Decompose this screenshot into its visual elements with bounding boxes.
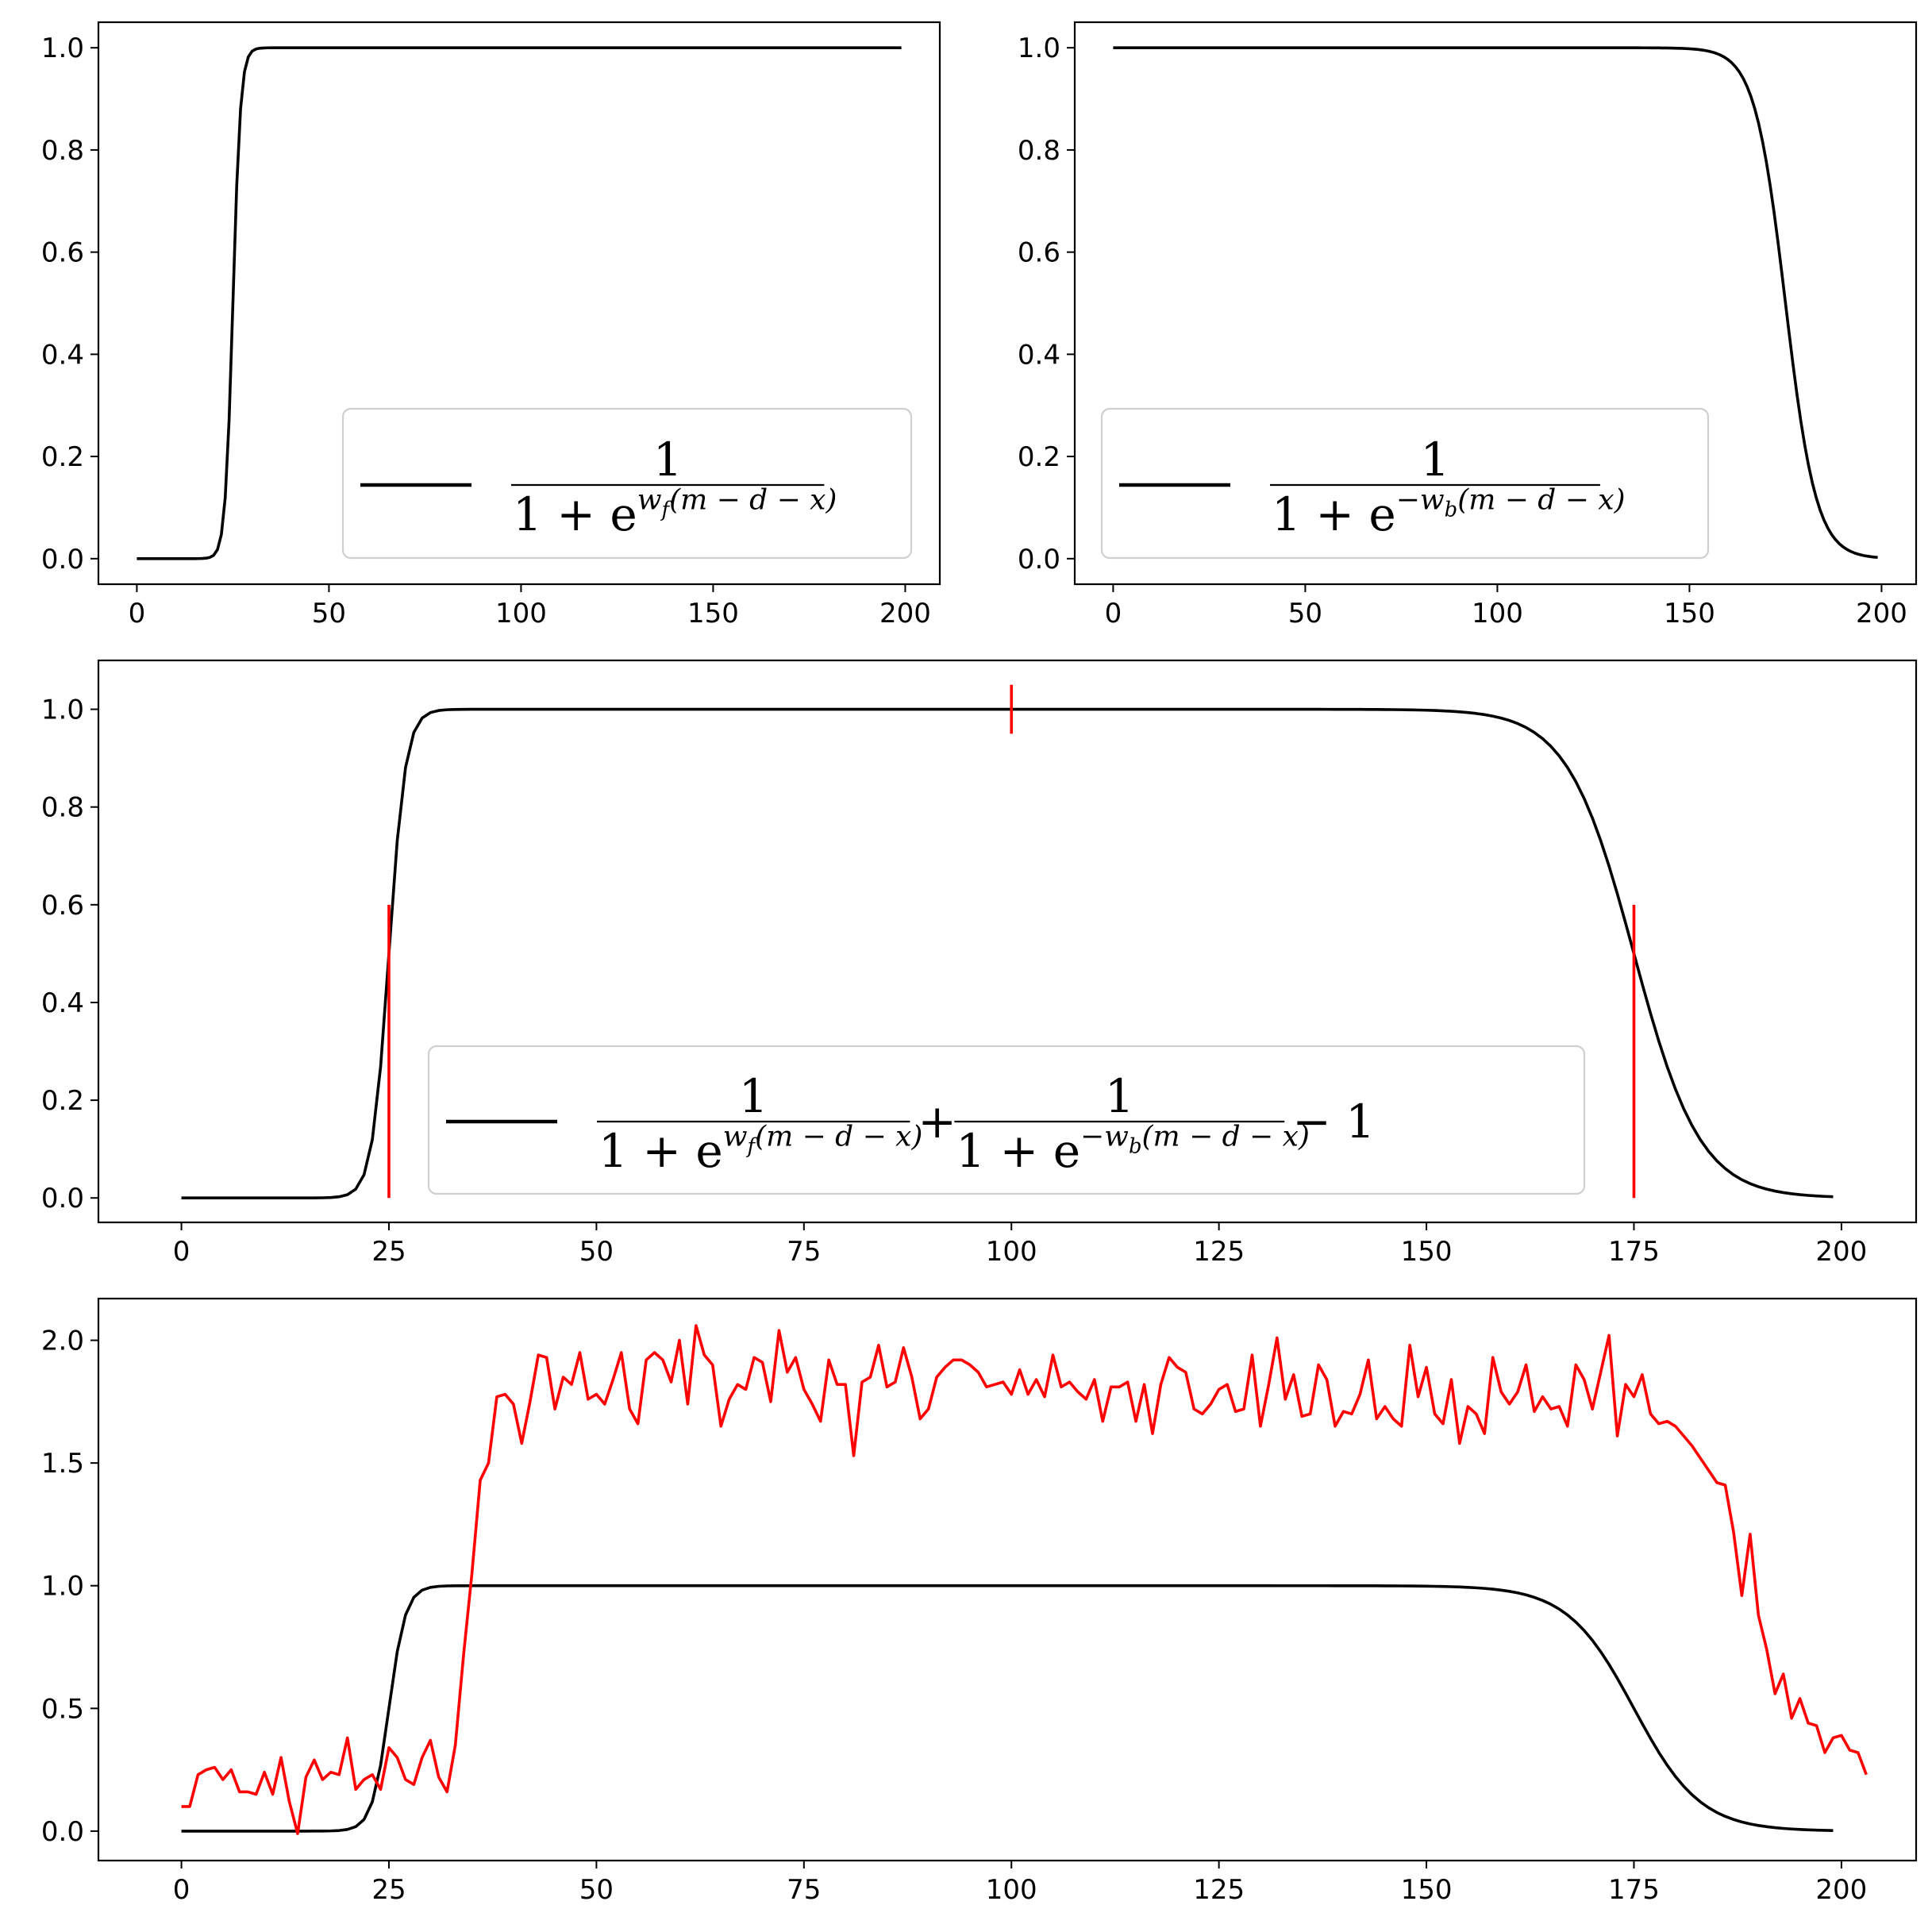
x-tick-label: 50 — [579, 1236, 614, 1268]
chart-middle: 0 25 50 75 100 125 150 175 200 0.0 0.2 0.4 0.6 0.8 1.0… — [41, 659, 1918, 1268]
y-tick-label: 0.6 — [41, 890, 84, 922]
y-tick-label: 1.0 — [41, 695, 84, 726]
x-tick-label: 175 — [1608, 1236, 1660, 1268]
legend-box — [427, 1045, 1586, 1195]
legend-numerator: 1 — [1105, 1069, 1134, 1123]
legend-denominator: 1 + e−wb(m − d − x) — [1272, 484, 1626, 541]
y-tick-label: 0.4 — [1018, 339, 1060, 371]
x-tick-label: 75 — [787, 1236, 821, 1268]
y-tick-label: 0.4 — [41, 339, 84, 371]
axes-frame — [1073, 21, 1918, 586]
series-line-black — [137, 46, 902, 560]
legend-plus: + — [918, 1095, 956, 1149]
axes-frame — [97, 659, 1918, 1224]
x-tick-label: 200 — [1815, 1874, 1867, 1906]
legend-denominator: 1 + e−wb(m − d − x) — [956, 1121, 1310, 1178]
y-tick-label: 1.0 — [1018, 33, 1060, 64]
y-tick-label: 0.8 — [41, 135, 84, 167]
x-tick-label: 200 — [1856, 598, 1907, 629]
x-tick-label: 150 — [687, 598, 739, 629]
x-tick-label: 25 — [371, 1874, 406, 1906]
y-tick-label: 0.8 — [1018, 135, 1060, 167]
x-tick-label: 0 — [1105, 598, 1122, 629]
legend-denominator: 1 + ewf(m − d − x) — [513, 484, 837, 541]
x-tick-label: 75 — [787, 1874, 821, 1906]
legend-box — [341, 407, 913, 560]
y-tick-label: 1.5 — [41, 1448, 84, 1480]
legend: 11 + e−wb(m − d − x) — [1100, 407, 1710, 560]
chart-top-right: 0 50 100 150 200 0.0 0.2 0.4 0.6 0.8 1.0 11 + e−wb(… — [1018, 21, 1918, 629]
y-tick-label: 0.4 — [41, 987, 84, 1019]
chart-top-left: 0 50 100 150 200 0.0 0.2 0.4 0.6 0.8 1.0 11 + ewf(m… — [41, 21, 941, 629]
y-tick-label: 0.6 — [1018, 237, 1060, 269]
y-tick-label: 0.2 — [41, 1085, 84, 1117]
x-tick-label: 150 — [1401, 1236, 1453, 1268]
x-tick-label: 125 — [1193, 1236, 1245, 1268]
y-tick-label: 0.0 — [41, 1816, 84, 1848]
y-tick-label: 0.2 — [41, 441, 84, 473]
legend-numerator: 1 — [653, 433, 683, 487]
legend-tail: − 1 — [1292, 1095, 1375, 1149]
x-tick-label: 50 — [1288, 598, 1322, 629]
x-tick-label: 50 — [312, 598, 346, 629]
x-tick-label: 0 — [129, 598, 146, 629]
x-tick-label: 200 — [1815, 1236, 1867, 1268]
x-tick-label: 100 — [495, 598, 547, 629]
series-line-red — [181, 1324, 1868, 1835]
y-tick-label: 0.0 — [41, 1183, 84, 1214]
x-tick-label: 0 — [173, 1236, 191, 1268]
y-tick-label: 0.0 — [41, 544, 84, 575]
x-tick-label: 175 — [1608, 1874, 1660, 1906]
y-tick-label: 0.8 — [41, 792, 84, 824]
axes-frame — [97, 21, 941, 586]
y-tick-label: 1.0 — [41, 33, 84, 64]
axes-frame — [97, 1297, 1918, 1862]
x-tick-label: 0 — [173, 1874, 191, 1906]
y-tick-label: 0.2 — [1018, 441, 1060, 473]
chart-bottom: 0 25 50 75 100 125 150 175 200 0.0 0.5 1.0 1.5 2.0 — [41, 1297, 1918, 1906]
series-line-black — [1113, 46, 1878, 560]
series-line-black — [181, 1584, 1834, 1833]
legend: 11 + ewf(m − d − x)+ 11 + e−wb(m − d − x)… — [427, 1045, 1586, 1195]
series-line-black — [181, 707, 1834, 1200]
legend-box — [1100, 407, 1710, 560]
y-tick-label: 0.5 — [41, 1693, 84, 1725]
y-tick-label: 0.6 — [41, 237, 84, 269]
x-tick-label: 100 — [986, 1874, 1037, 1906]
x-tick-label: 150 — [1664, 598, 1715, 629]
legend: 11 + ewf(m − d − x) — [341, 407, 913, 560]
legend-numerator: 1 — [739, 1069, 768, 1123]
x-tick-label: 200 — [879, 598, 931, 629]
y-tick-label: 2.0 — [41, 1326, 84, 1357]
x-tick-label: 100 — [986, 1236, 1037, 1268]
legend-denominator: 1 + ewf(m − d − x) — [598, 1121, 922, 1178]
x-tick-label: 150 — [1401, 1874, 1453, 1906]
y-tick-label: 1.0 — [41, 1571, 84, 1603]
x-tick-label: 50 — [579, 1874, 614, 1906]
legend-numerator: 1 — [1421, 433, 1450, 487]
y-tick-label: 0.0 — [1018, 544, 1060, 575]
x-tick-label: 125 — [1193, 1874, 1245, 1906]
x-tick-label: 100 — [1472, 598, 1523, 629]
x-tick-label: 25 — [371, 1236, 406, 1268]
